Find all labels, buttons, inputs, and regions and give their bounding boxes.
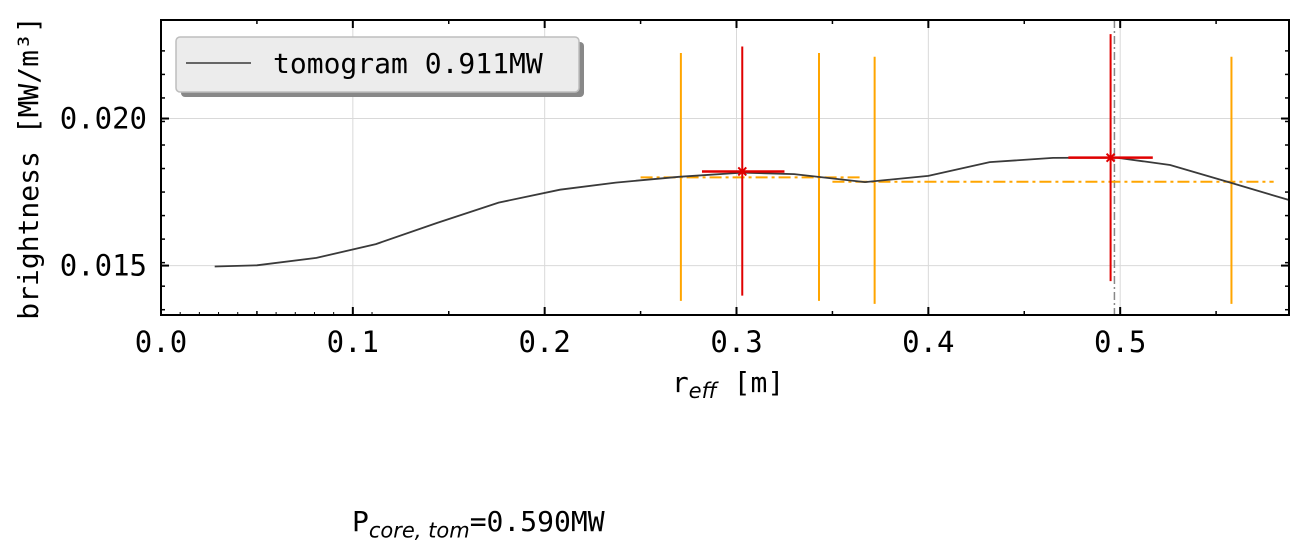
- axes-frame: [160, 19, 1290, 316]
- legend: tomogram 0.911MW: [175, 36, 584, 97]
- x-tick-label: 0.5: [1094, 325, 1146, 359]
- tick-labels: 0.0 0.1 0.2 0.3 0.4 0.5 0.015 0.020: [60, 102, 1147, 359]
- legend-label: tomogram 0.911MW: [273, 47, 543, 80]
- x-tick-label: 0.0: [135, 325, 187, 359]
- legend-box: [175, 36, 580, 93]
- x-axis-label: reff [m]: [672, 366, 784, 403]
- tomogram-line: [214, 156, 1290, 268]
- y-axis-label: brightness [MW/m³]: [12, 16, 45, 319]
- y-tick-label: 0.020: [60, 102, 147, 136]
- x-tick-label: 0.3: [710, 325, 762, 359]
- red-point-marker: [1105, 152, 1116, 163]
- plot-area: [214, 20, 1290, 315]
- ticks: [160, 20, 1289, 315]
- x-tick-label: 0.4: [902, 325, 954, 359]
- y-tick-label: 0.015: [60, 249, 147, 283]
- core-power-annotation: Pcore, tom=0.590MW: [352, 505, 605, 543]
- red-point-marker: [737, 166, 747, 177]
- x-tick-label: 0.1: [327, 325, 379, 359]
- x-tick-label: 0.2: [518, 325, 570, 359]
